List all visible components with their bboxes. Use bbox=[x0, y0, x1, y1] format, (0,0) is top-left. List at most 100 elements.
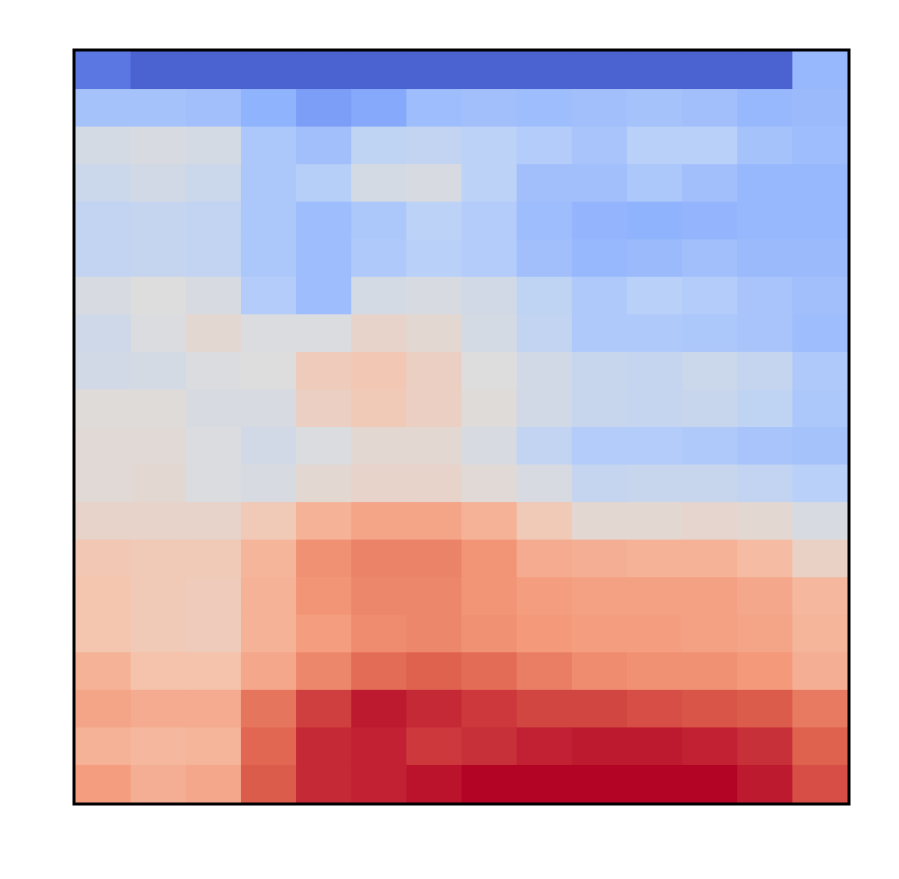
heatmap-cell-r19-c2 bbox=[185, 764, 242, 804]
heatmap-cell-r13-c12 bbox=[737, 539, 793, 578]
heatmap-cell-r5-c9 bbox=[571, 239, 628, 278]
heatmap-cell-r7-c12 bbox=[737, 314, 793, 353]
heatmap-cell-r12-c4 bbox=[296, 502, 352, 541]
heatmap-cell-r11-c0 bbox=[75, 464, 132, 503]
heatmap-cell-r7-c3 bbox=[240, 314, 297, 353]
heatmap-cell-r4-c7 bbox=[461, 201, 518, 240]
heatmap-cell-r2-c5 bbox=[351, 126, 407, 165]
heatmap-cell-r6-c1 bbox=[130, 276, 187, 315]
heatmap-cell-r7-c1 bbox=[130, 314, 187, 353]
heatmap-cell-r5-c4 bbox=[296, 239, 352, 278]
heatmap-cell-r2-c1 bbox=[130, 126, 187, 165]
heatmap-cell-r17-c12 bbox=[737, 689, 793, 728]
heatmap-cell-r10-c0 bbox=[75, 427, 132, 466]
heatmap-cell-r3-c2 bbox=[185, 164, 242, 203]
heatmap-cell-r14-c11 bbox=[682, 577, 738, 616]
heatmap-cell-r12-c0 bbox=[75, 502, 132, 541]
heatmap-cell-r13-c1 bbox=[130, 539, 187, 578]
heatmap-cells bbox=[75, 51, 849, 804]
heatmap-cell-r17-c7 bbox=[461, 689, 518, 728]
heatmap-cell-r4-c0 bbox=[75, 201, 132, 240]
heatmap-cell-r7-c8 bbox=[516, 314, 573, 353]
heatmap-cell-r19-c11 bbox=[682, 764, 738, 804]
heatmap-cell-r4-c13 bbox=[792, 201, 849, 240]
heatmap-cell-r9-c1 bbox=[130, 389, 187, 428]
heatmap-cell-r12-c12 bbox=[737, 502, 793, 541]
heatmap-cell-r5-c8 bbox=[516, 239, 573, 278]
heatmap-cell-r15-c4 bbox=[296, 614, 352, 653]
heatmap-cell-r0-c4 bbox=[296, 51, 352, 90]
heatmap-cell-r10-c1 bbox=[130, 427, 187, 466]
heatmap-cell-r19-c5 bbox=[351, 764, 407, 804]
heatmap-cell-r6-c12 bbox=[737, 276, 793, 315]
heatmap-cell-r14-c3 bbox=[240, 577, 297, 616]
heatmap-cell-r9-c5 bbox=[351, 389, 407, 428]
heatmap-cell-r9-c13 bbox=[792, 389, 849, 428]
plot-frame bbox=[72, 48, 851, 806]
heatmap-cell-r11-c6 bbox=[406, 464, 463, 503]
heatmap-cell-r4-c10 bbox=[626, 201, 683, 240]
heatmap-cell-r15-c1 bbox=[130, 614, 187, 653]
heatmap-cell-r15-c11 bbox=[682, 614, 738, 653]
heatmap-cell-r8-c5 bbox=[351, 351, 407, 391]
heatmap-cell-r15-c12 bbox=[737, 614, 793, 653]
heatmap-cell-r12-c10 bbox=[626, 502, 683, 541]
heatmap-cell-r13-c4 bbox=[296, 539, 352, 578]
heatmap-cell-r7-c10 bbox=[626, 314, 683, 353]
heatmap-cell-r6-c0 bbox=[75, 276, 132, 315]
heatmap-cell-r8-c12 bbox=[737, 351, 793, 391]
heatmap-cell-r14-c5 bbox=[351, 577, 407, 616]
heatmap-cell-r16-c6 bbox=[406, 652, 463, 691]
heatmap-cell-r2-c6 bbox=[406, 126, 463, 165]
heatmap-cell-r3-c1 bbox=[130, 164, 187, 203]
heatmap-cell-r6-c6 bbox=[406, 276, 463, 315]
heatmap-cell-r8-c2 bbox=[185, 351, 242, 391]
heatmap-cell-r15-c2 bbox=[185, 614, 242, 653]
heatmap-cell-r17-c1 bbox=[130, 689, 187, 728]
heatmap-cell-r10-c2 bbox=[185, 427, 242, 466]
heatmap-cell-r14-c1 bbox=[130, 577, 187, 616]
heatmap-cell-r16-c3 bbox=[240, 652, 297, 691]
heatmap-cell-r13-c13 bbox=[792, 539, 849, 578]
heatmap-cell-r6-c10 bbox=[626, 276, 683, 315]
heatmap-cell-r17-c0 bbox=[75, 689, 132, 728]
heatmap-cell-r2-c12 bbox=[737, 126, 793, 165]
heatmap-cell-r9-c11 bbox=[682, 389, 738, 428]
heatmap-cell-r15-c9 bbox=[571, 614, 628, 653]
heatmap-cell-r1-c9 bbox=[571, 89, 628, 128]
heatmap-cell-r18-c13 bbox=[792, 727, 849, 766]
heatmap-cell-r0-c5 bbox=[351, 51, 407, 90]
heatmap-cell-r14-c9 bbox=[571, 577, 628, 616]
heatmap-cell-r18-c11 bbox=[682, 727, 738, 766]
heatmap-cell-r15-c8 bbox=[516, 614, 573, 653]
heatmap-cell-r6-c9 bbox=[571, 276, 628, 315]
heatmap-cell-r2-c8 bbox=[516, 126, 573, 165]
heatmap-cell-r19-c10 bbox=[626, 764, 683, 804]
heatmap-cell-r7-c13 bbox=[792, 314, 849, 353]
heatmap-cell-r18-c6 bbox=[406, 727, 463, 766]
heatmap-cell-r2-c4 bbox=[296, 126, 352, 165]
heatmap-cell-r4-c3 bbox=[240, 201, 297, 240]
heatmap-cell-r7-c7 bbox=[461, 314, 518, 353]
heatmap-cell-r1-c6 bbox=[406, 89, 463, 128]
heatmap-cell-r3-c7 bbox=[461, 164, 518, 203]
heatmap-cell-r3-c10 bbox=[626, 164, 683, 203]
heatmap-cell-r10-c10 bbox=[626, 427, 683, 466]
heatmap-cell-r0-c0 bbox=[75, 51, 132, 90]
heatmap-cell-r7-c9 bbox=[571, 314, 628, 353]
heatmap-cell-r19-c3 bbox=[240, 764, 297, 804]
heatmap-cell-r13-c0 bbox=[75, 539, 132, 578]
heatmap-cell-r14-c8 bbox=[516, 577, 573, 616]
heatmap-cell-r18-c12 bbox=[737, 727, 793, 766]
heatmap-cell-r7-c2 bbox=[185, 314, 242, 353]
heatmap-cell-r4-c12 bbox=[737, 201, 793, 240]
heatmap-cell-r2-c2 bbox=[185, 126, 242, 165]
heatmap-cell-r13-c5 bbox=[351, 539, 407, 578]
heatmap-cell-r5-c2 bbox=[185, 239, 242, 278]
heatmap-cell-r0-c13 bbox=[792, 51, 849, 90]
heatmap-cell-r4-c11 bbox=[682, 201, 738, 240]
heatmap-cell-r13-c7 bbox=[461, 539, 518, 578]
heatmap-cell-r16-c13 bbox=[792, 652, 849, 691]
heatmap-cell-r14-c4 bbox=[296, 577, 352, 616]
heatmap-cell-r9-c3 bbox=[240, 389, 297, 428]
